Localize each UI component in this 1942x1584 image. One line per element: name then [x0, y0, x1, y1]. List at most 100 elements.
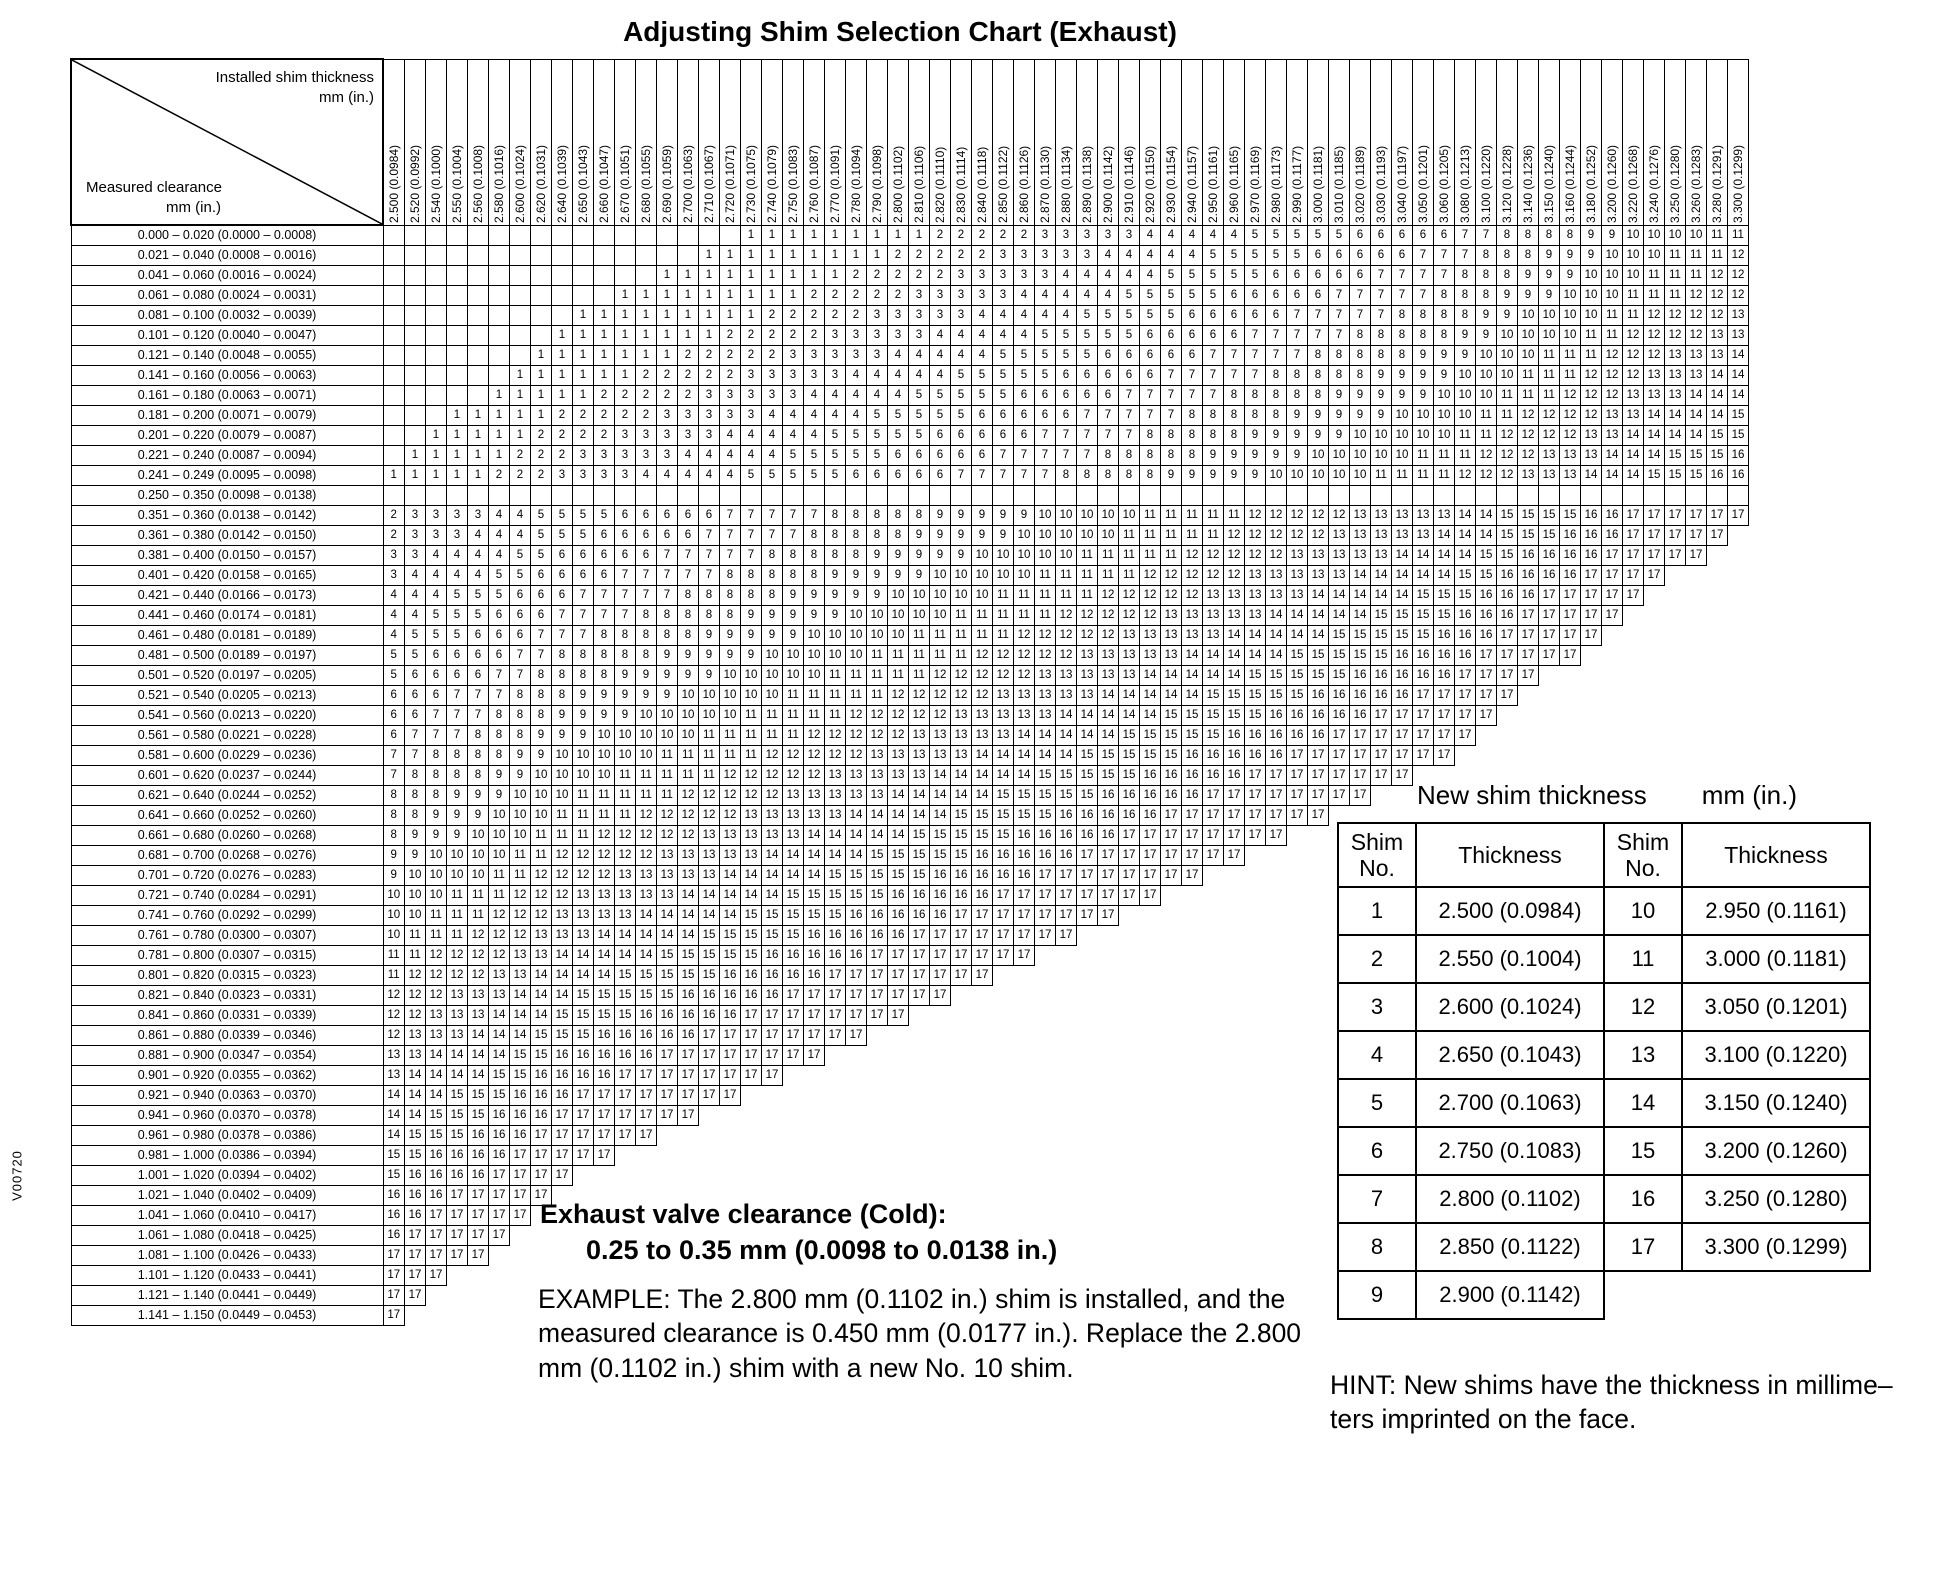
matrix-cell: 16 — [803, 944, 825, 966]
matrix-cell: 15 — [1202, 724, 1224, 746]
matrix-cell: 10 — [845, 604, 867, 626]
matrix-cell: 17 — [1034, 884, 1056, 906]
matrix-cell — [1056, 1045, 1077, 1065]
matrix-cell — [1035, 1005, 1056, 1025]
matrix-cell: 14 — [677, 924, 699, 946]
matrix-cell — [425, 404, 447, 426]
matrix-cell — [1644, 725, 1665, 745]
matrix-cell: 14 — [1433, 564, 1455, 586]
matrix-cell — [1686, 745, 1707, 765]
matrix-cell: 1 — [467, 464, 489, 486]
matrix-cell: 1 — [656, 324, 678, 346]
matrix-cell: 7 — [992, 464, 1014, 486]
matrix-cell: 14 — [1727, 364, 1749, 386]
matrix-cell: 3 — [593, 444, 615, 466]
matrix-cell: 17 — [845, 1004, 867, 1026]
matrix-cell: 7 — [551, 604, 573, 626]
matrix-cell: 9 — [1391, 364, 1413, 386]
matrix-cell: 6 — [1223, 304, 1245, 326]
shim-no-header: Shim No. — [1603, 822, 1683, 888]
matrix-cell: 12 — [1727, 264, 1749, 286]
matrix-cell: 6 — [866, 464, 888, 486]
row-header-measured-clearance: 0.221 – 0.240 (0.0087 – 0.0094) — [70, 444, 384, 466]
matrix-cell: 6 — [929, 444, 951, 466]
matrix-cell: 4 — [1181, 224, 1203, 246]
matrix-cell: 16 — [1286, 704, 1308, 726]
matrix-cell: 1 — [425, 464, 447, 486]
matrix-cell — [1119, 1105, 1140, 1125]
matrix-cell: 17 — [719, 1044, 741, 1066]
matrix-cell: 17 — [866, 944, 888, 966]
matrix-cell: 14 — [1160, 684, 1182, 706]
matrix-cell — [467, 344, 489, 366]
matrix-cell: 1 — [572, 324, 594, 346]
matrix-cell: 16 — [1349, 704, 1371, 726]
matrix-row: 0.201 – 0.220 (0.0079 – 0.0087) 1 1 1 1 1 2 2 2 2… — [70, 424, 1749, 446]
matrix-cell: 10 — [635, 744, 657, 766]
matrix-cell: 17 — [803, 984, 825, 1006]
matrix-cell: 14 — [1664, 424, 1686, 446]
matrix-cell: 5 — [1097, 324, 1119, 346]
matrix-cell — [1035, 985, 1056, 1005]
matrix-cell — [446, 484, 468, 506]
matrix-cell: 15 — [1664, 464, 1686, 486]
matrix-cell — [1728, 545, 1749, 565]
matrix-cell — [783, 1065, 804, 1085]
matrix-cell: 17 — [1454, 704, 1476, 726]
matrix-cell — [741, 1145, 762, 1165]
matrix-cell: 14 — [929, 784, 951, 806]
matrix-cell: 17 — [425, 1224, 447, 1246]
matrix-cell — [1707, 665, 1728, 685]
matrix-cell: 6 — [1097, 384, 1119, 406]
matrix-cell: 12 — [1160, 564, 1182, 586]
matrix-cell — [1035, 1145, 1056, 1165]
matrix-cell: 6 — [1307, 244, 1329, 266]
matrix-cell — [1266, 985, 1287, 1005]
matrix-cell: 2 — [866, 264, 888, 286]
matrix-cell — [1665, 605, 1686, 625]
matrix-cell: 17 — [1223, 824, 1245, 846]
matrix-cell — [1182, 1085, 1203, 1105]
matrix-cell — [993, 985, 1014, 1005]
matrix-cell — [509, 324, 531, 346]
matrix-cell: 14 — [1307, 604, 1329, 626]
matrix-cell — [1644, 745, 1665, 765]
matrix-cell: 13 — [1244, 584, 1266, 606]
matrix-cell — [1287, 845, 1308, 865]
matrix-cell: 12 — [656, 804, 678, 826]
matrix-cell: 5 — [824, 424, 846, 446]
row-header-measured-clearance: 0.461 – 0.480 (0.0181 – 0.0189) — [70, 624, 384, 646]
matrix-cell: 3 — [1034, 264, 1056, 286]
matrix-cell: 14 — [1622, 424, 1644, 446]
matrix-cell: 8 — [1517, 224, 1539, 246]
matrix-cell: 17 — [1013, 904, 1035, 926]
matrix-cell: 1 — [530, 404, 552, 426]
matrix-cell — [1644, 625, 1665, 645]
matrix-cell: 11 — [572, 824, 594, 846]
matrix-cell — [1203, 985, 1224, 1005]
matrix-cell: 12 — [1685, 284, 1707, 306]
matrix-row: 0.481 – 0.500 (0.0189 – 0.0197) 5 5 6 6 6 6 7 7 8… — [70, 644, 1749, 666]
matrix-cell: 1 — [593, 304, 615, 326]
matrix-cell: 1 — [824, 264, 846, 286]
matrix-cell: 17 — [572, 1084, 594, 1106]
matrix-cell: 8 — [698, 584, 720, 606]
matrix-cell: 15 — [950, 824, 972, 846]
matrix-cell: 10 — [446, 844, 468, 866]
matrix-cell — [1140, 1145, 1161, 1165]
matrix-cell: 8 — [1328, 344, 1350, 366]
matrix-cell — [1665, 745, 1686, 765]
matrix-cell: 11 — [698, 764, 720, 786]
matrix-cell — [678, 1125, 699, 1145]
matrix-cell: 17 — [971, 944, 993, 966]
matrix-cell — [446, 264, 468, 286]
row-header-measured-clearance: 0.201 – 0.220 (0.0079 – 0.0087) — [70, 424, 384, 446]
col-header-label: 2.930 (0.1154) — [1163, 145, 1178, 223]
matrix-cell — [425, 324, 447, 346]
matrix-cell: 14 — [1706, 364, 1728, 386]
matrix-cell — [762, 1145, 783, 1165]
matrix-cell: 10 — [1538, 324, 1560, 346]
matrix-cell: 12 — [1622, 324, 1644, 346]
matrix-cell: 10 — [1559, 284, 1581, 306]
matrix-cell — [468, 1265, 489, 1285]
